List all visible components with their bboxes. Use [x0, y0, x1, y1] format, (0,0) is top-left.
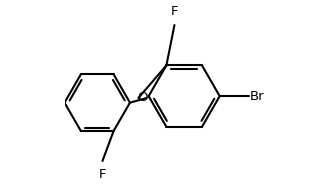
Text: Br: Br — [250, 90, 264, 103]
Text: O: O — [137, 91, 147, 104]
Text: F: F — [171, 5, 178, 18]
Text: F: F — [99, 168, 106, 180]
